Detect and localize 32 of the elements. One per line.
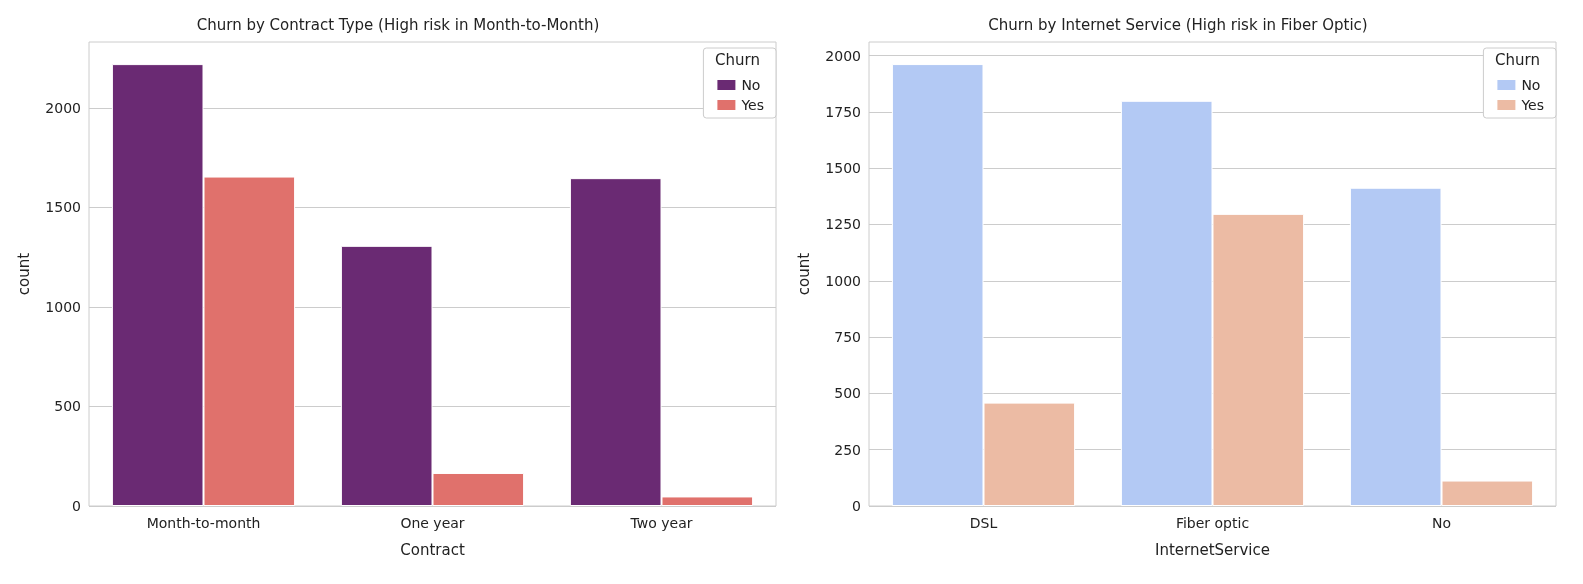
y-tick-label: 2000 [45,99,81,116]
x-axis-title: Contract [400,540,465,559]
y-axis-title: count [14,252,33,296]
y-tick-label: 0 [72,498,81,514]
y-tick-label: 500 [834,385,861,402]
x-axis-title: InternetService [1155,540,1270,559]
y-tick-label: 1250 [825,216,861,233]
x-tick-label: One year [400,515,465,531]
legend-label: No [741,77,761,93]
y-tick-label: 500 [54,398,81,415]
x-tick-label: DSL [969,515,998,531]
x-tick-label: Two year [629,515,693,531]
chart-title: Churn by Internet Service (High risk in Fiber Optic) [988,15,1368,34]
legend-label: Yes [1520,97,1545,113]
legend-title: Churn [1495,50,1541,69]
x-tick-label: No [1431,515,1452,531]
legend-title: Churn [715,50,761,69]
y-tick-label: 1500 [825,160,861,177]
x-tick-label: Month-to-month [146,515,261,531]
y-axis-title: count [794,252,813,296]
x-tick-label: Fiber optic [1175,515,1250,531]
y-tick-label: 1000 [45,298,81,315]
chart-title: Churn by Contract Type (High risk in Month-to-Month) [196,15,600,34]
y-tick-label: 750 [834,329,861,346]
legend-label: Yes [740,97,765,113]
y-tick-label: 0 [852,498,861,514]
legend-label: No [1521,77,1541,93]
y-tick-label: 1500 [45,199,81,216]
y-tick-label: 2000 [825,47,861,64]
y-tick-label: 250 [834,441,861,458]
y-tick-label: 1000 [825,272,861,289]
y-tick-label: 1750 [825,103,861,120]
